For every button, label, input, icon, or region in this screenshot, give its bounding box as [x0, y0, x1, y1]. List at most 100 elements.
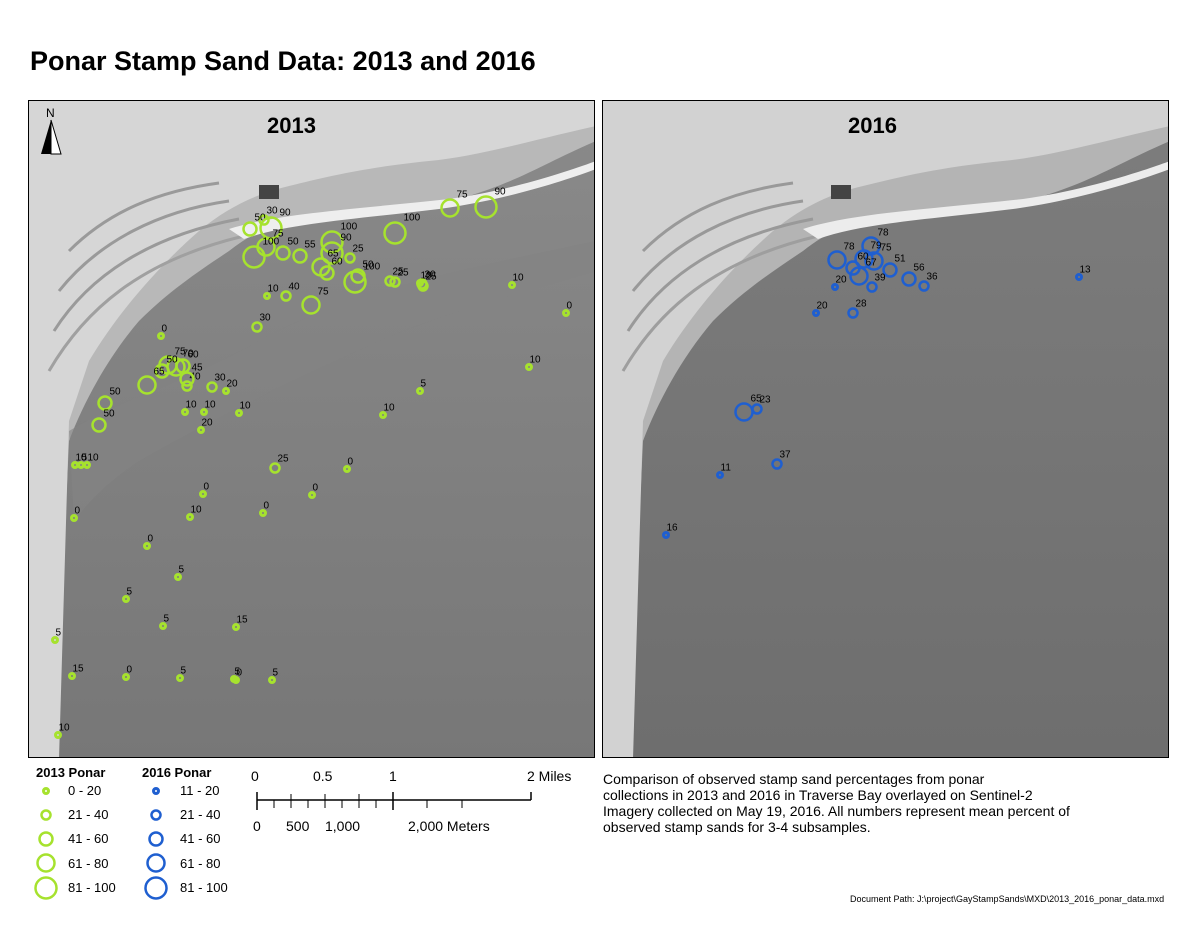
legend-2016-symbol-2 — [150, 809, 162, 821]
sample-point-label-2016: 23 — [760, 395, 772, 406]
map-panel-2016[interactable]: 78 78 79 75 60 67 51 56 36 20 39 13 20 28 65 23 37 11 16 2… — [602, 100, 1169, 758]
sample-point-label-2013: 30 — [260, 313, 272, 324]
sample-point-label-2013: 75 — [318, 287, 330, 298]
sample-point-2016 — [901, 271, 917, 287]
sample-point-label-2016: 60 — [858, 252, 870, 263]
sample-point-2013 — [70, 514, 78, 522]
sample-point-2013 — [232, 623, 240, 631]
sample-point-2013 — [269, 462, 281, 474]
sample-point-2013 — [91, 417, 107, 433]
sample-point-2013 — [259, 509, 267, 517]
sample-point-label-2013: 10 — [421, 271, 433, 282]
scale-meters-label: 2,000 Meters — [408, 818, 490, 834]
sample-point-2013 — [383, 221, 407, 245]
sample-point-2016 — [831, 283, 839, 291]
sample-point-2016 — [751, 403, 763, 415]
sample-point-label-2016: 13 — [1080, 265, 1092, 276]
sample-point-label-2013: 5 — [273, 668, 279, 679]
sample-point-2013 — [199, 490, 207, 498]
legend-2013-symbol-1 — [42, 787, 50, 795]
sample-point-label-2013: 5 — [164, 614, 170, 625]
sample-point-2013 — [222, 387, 230, 395]
legend-2013-symbol-3 — [38, 831, 54, 847]
description-line: Imagery collected on May 19, 2016. All n… — [603, 803, 1070, 819]
sample-point-label-2013: 0 — [567, 301, 573, 312]
sample-point-2016 — [847, 307, 859, 319]
sample-point-label-2016: 78 — [878, 228, 890, 239]
north-label: N — [46, 106, 55, 120]
sample-point-label-2016: 37 — [780, 450, 792, 461]
sample-point-2013 — [301, 295, 321, 315]
legend-2013-symbols — [34, 787, 58, 900]
sample-point-label-2013: 50 — [104, 409, 116, 420]
legend-2016-symbol-5 — [144, 876, 168, 900]
sample-point-2016 — [882, 262, 898, 278]
sample-point-2016 — [662, 531, 670, 539]
satellite-imagery-2013 — [29, 101, 594, 757]
sample-point-label-2013: 5 — [127, 587, 133, 598]
sample-point-2013 — [174, 573, 182, 581]
scale-meters-label: 500 — [286, 818, 310, 834]
sample-point-2013 — [232, 676, 240, 684]
sample-point-2013 — [343, 270, 367, 294]
legend-2013-item: 0 - 20 — [68, 783, 102, 798]
sample-point-2013 — [258, 214, 270, 226]
sample-point-label-2016: 39 — [875, 273, 887, 284]
legend-2016-title: 2016 Ponar — [142, 765, 212, 780]
sample-point-label-2013: 60 — [188, 350, 200, 361]
sample-point-label-2016: 28 — [856, 299, 868, 310]
scale-miles-label: 0 — [251, 768, 259, 784]
north-arrow-icon: N — [41, 106, 62, 155]
map-description: Comparison of observed stamp sand percen… — [603, 771, 1183, 835]
sample-point-label-2013: 10 — [530, 355, 542, 366]
sample-point-label-2013: 0 — [127, 665, 133, 676]
sample-point-2013 — [525, 363, 533, 371]
sample-point-label-2013: 90 — [341, 233, 353, 244]
satellite-imagery-2016 — [603, 101, 1168, 757]
sample-point-2013 — [242, 245, 266, 269]
sample-point-2013 — [562, 309, 570, 317]
sample-point-label-2013: 15 — [237, 615, 249, 626]
sample-point-2013 — [474, 195, 498, 219]
sample-point-2013 — [308, 491, 316, 499]
sample-point-label-2013: 20 — [202, 418, 214, 429]
sample-point-2013 — [51, 636, 59, 644]
sample-point-label-2013: 10 — [384, 403, 396, 414]
description-line: observed stamp sands for 3-4 subsamples. — [603, 819, 871, 835]
sample-point-label-2013: 25 — [278, 454, 290, 465]
sample-point-label-2013: 15 — [73, 664, 85, 675]
sample-point-label-2013: 50 — [110, 387, 122, 398]
sample-point-2013 — [384, 275, 396, 287]
sample-point-2013 — [179, 371, 195, 387]
sample-point-2016 — [716, 471, 724, 479]
scale-meters-label: 1,000 — [325, 818, 361, 834]
sample-point-2013 — [280, 290, 292, 302]
map-panel-2013[interactable]: 30 50 90 75 50 100 100 55 90 25 65 60 50 100 100 75 90 25… — [28, 100, 595, 758]
sample-point-label-2013: 0 — [204, 482, 210, 493]
sample-point-label-2013: 10 — [268, 284, 280, 295]
sample-point-label-2013: 90 — [280, 208, 292, 219]
sample-point-2013 — [440, 198, 460, 218]
sample-point-label-2016: 65 — [751, 394, 763, 405]
sample-point-2013 — [197, 426, 205, 434]
sample-point-2016 — [771, 458, 783, 470]
sample-point-2013 — [181, 380, 193, 392]
sample-point-label-2013: 5 — [82, 453, 88, 464]
legend-2016-item: 21 - 40 — [180, 807, 221, 822]
legend-2013-item: 21 - 40 — [68, 807, 109, 822]
sample-point-2016 — [864, 251, 884, 271]
sample-point-label-2013: 10 — [76, 453, 88, 464]
sample-point-label-2016: 51 — [895, 254, 907, 265]
sample-point-label-2013: 5 — [235, 667, 241, 678]
sample-point-label-2013: 0 — [264, 501, 270, 512]
sample-point-label-2016: 79 — [871, 241, 883, 252]
sample-point-label-2013: 55 — [305, 240, 317, 251]
legend-2016-symbol-1 — [152, 787, 160, 795]
sample-point-label-2013: 0 — [237, 668, 243, 679]
sample-point-2013 — [417, 280, 429, 292]
sample-point-2013 — [186, 513, 194, 521]
sample-point-label-2016: 75 — [881, 243, 893, 254]
legend-2016-item: 61 - 80 — [180, 856, 221, 871]
sample-point-label-2013: 10 — [205, 400, 217, 411]
sample-point-2013 — [68, 672, 76, 680]
